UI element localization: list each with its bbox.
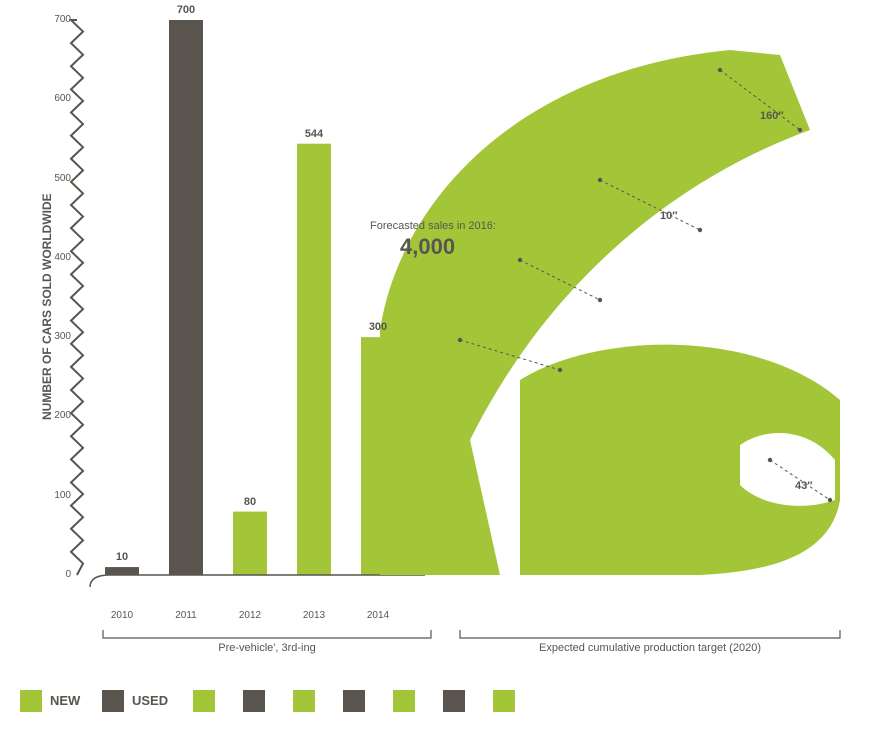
y-tick-label: 700 xyxy=(35,14,71,26)
bar-value-label: 700 xyxy=(165,4,207,17)
legend-label: USED xyxy=(132,690,168,712)
legend-swatch xyxy=(293,690,315,712)
dim-label: 10″ xyxy=(660,210,678,223)
forecast-value: 4,000 xyxy=(400,234,455,260)
legend-swatch xyxy=(343,690,365,712)
bracket-b-label: Expected cumulative production target (2… xyxy=(460,642,840,655)
bar-2011 xyxy=(169,20,203,575)
bar-2012 xyxy=(233,512,267,575)
legend-label: NEW xyxy=(50,690,80,712)
bracket-a-label: Pre-vehicle', 3rd-ing xyxy=(103,642,431,655)
bar-x-label: 2010 xyxy=(101,610,143,622)
y-axis-label: NUMBER OF CARS SOLD WORLDWIDE xyxy=(40,193,54,420)
bar-value-label: 80 xyxy=(229,496,271,509)
legend-swatch xyxy=(393,690,415,712)
figure-root: 0100200300400500600700NUMBER OF CARS SOL… xyxy=(0,0,875,730)
y-tick-label: 600 xyxy=(35,93,71,105)
bar-x-label: 2011 xyxy=(165,610,207,622)
bar-x-label: 2014 xyxy=(357,610,399,622)
bar-value-label: 544 xyxy=(293,128,335,141)
bar-2013 xyxy=(297,144,331,575)
legend-swatch xyxy=(20,690,42,712)
y-tick-label: 500 xyxy=(35,173,71,185)
bar-x-label: 2013 xyxy=(293,610,335,622)
y-tick-label: 0 xyxy=(35,569,71,581)
legend-swatch xyxy=(193,690,215,712)
bar-x-label: 2012 xyxy=(229,610,271,622)
dim-label: 43″ xyxy=(795,480,813,493)
legend-swatch xyxy=(243,690,265,712)
bar-value-label: 300 xyxy=(357,321,399,334)
dim-label: 160″ xyxy=(760,110,784,123)
bar-2010 xyxy=(105,567,139,575)
legend-swatch xyxy=(443,690,465,712)
legend-swatch xyxy=(493,690,515,712)
legend-swatch xyxy=(102,690,124,712)
forecast-note: Forecasted sales in 2016: xyxy=(370,220,496,233)
y-tick-label: 100 xyxy=(35,490,71,502)
bar-value-label: 10 xyxy=(101,551,143,564)
